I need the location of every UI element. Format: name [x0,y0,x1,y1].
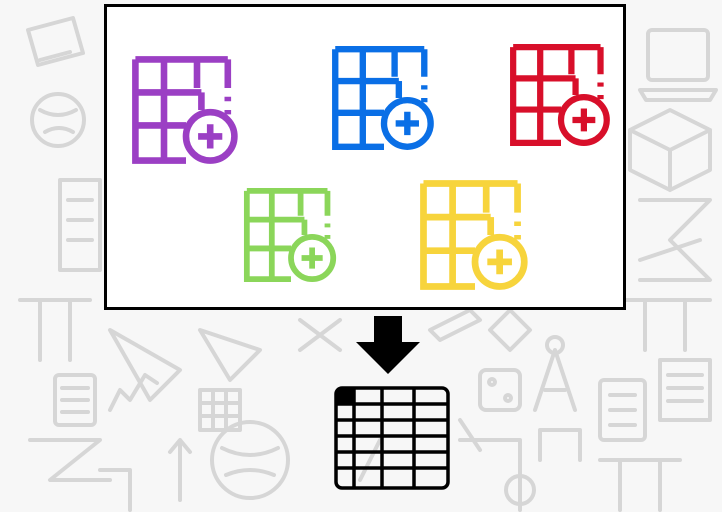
table-add-icon-red [510,44,610,146]
table-add-icon-yellow [420,180,528,290]
table-add-icon-green [243,187,337,283]
source-icons-panel [104,4,626,310]
table-add-icon-purple [132,56,238,164]
merged-table-icon [334,386,450,490]
arrow-down-icon [356,316,420,374]
table-add-icon-blue [332,46,434,150]
